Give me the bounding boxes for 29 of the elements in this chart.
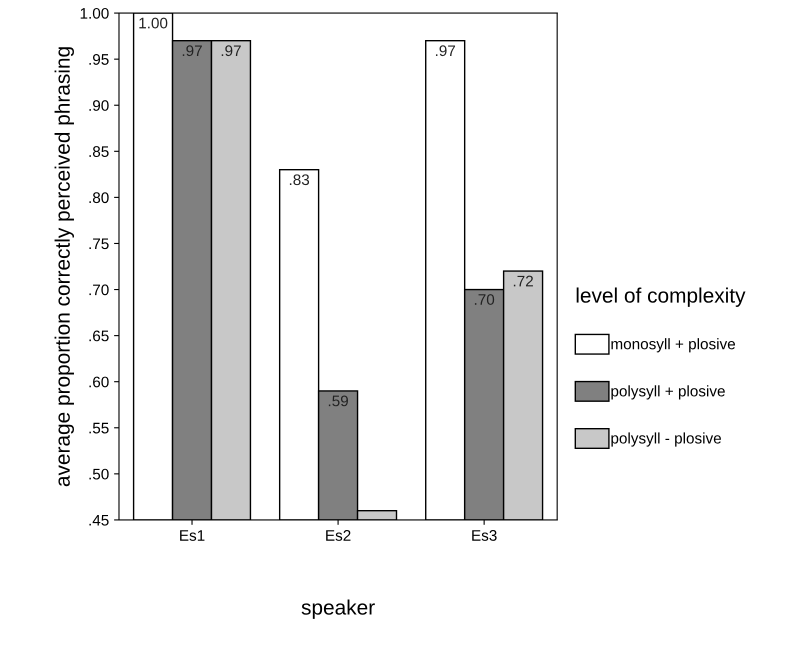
data-label: .83 xyxy=(290,174,310,186)
data-label: .70 xyxy=(474,294,494,305)
data-label: .59 xyxy=(328,395,348,406)
data-label: .97 xyxy=(436,45,456,56)
y-tick-label: .55 xyxy=(89,422,109,434)
y-tick-label: .85 xyxy=(89,146,109,157)
legend-label: polysyll + plosive xyxy=(611,385,725,400)
data-label: .97 xyxy=(182,45,202,56)
x-axis-title: speaker xyxy=(302,599,375,619)
y-tick-label: .70 xyxy=(89,284,109,296)
legend-label: monosyll + plosive xyxy=(611,338,736,352)
y-tick-label: .80 xyxy=(89,192,109,204)
data-label: 1.00 xyxy=(139,18,168,28)
x-tick-label: Es2 xyxy=(326,530,350,541)
y-tick-label: .50 xyxy=(89,468,109,480)
y-tick-label: .95 xyxy=(89,54,109,65)
y-tick-label: .90 xyxy=(89,100,109,111)
x-tick-label: Es1 xyxy=(180,530,204,541)
legend-title: level of complexity xyxy=(576,287,746,307)
data-label: .72 xyxy=(514,276,533,286)
y-tick-label: 1.00 xyxy=(80,8,109,19)
data-label: .97 xyxy=(222,45,241,56)
y-tick-label: .60 xyxy=(89,376,109,388)
y-tick-label: .75 xyxy=(89,238,109,250)
y-tick-label: .65 xyxy=(89,330,109,342)
x-tick-label: Es3 xyxy=(472,530,497,541)
y-axis-title: average proportion correctly perceived phrasing xyxy=(54,47,74,486)
y-tick-label: .45 xyxy=(89,514,109,526)
legend-label: polysyll - plosive xyxy=(611,432,721,447)
